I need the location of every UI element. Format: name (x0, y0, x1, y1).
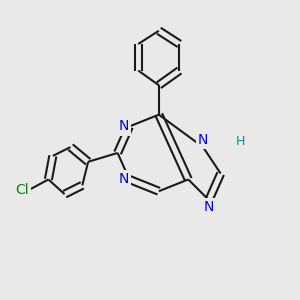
Text: N: N (119, 172, 129, 186)
Text: N: N (119, 119, 129, 134)
Text: H: H (236, 135, 245, 148)
Text: Cl: Cl (16, 183, 29, 197)
Text: N: N (204, 200, 214, 214)
Text: N: N (198, 133, 208, 147)
